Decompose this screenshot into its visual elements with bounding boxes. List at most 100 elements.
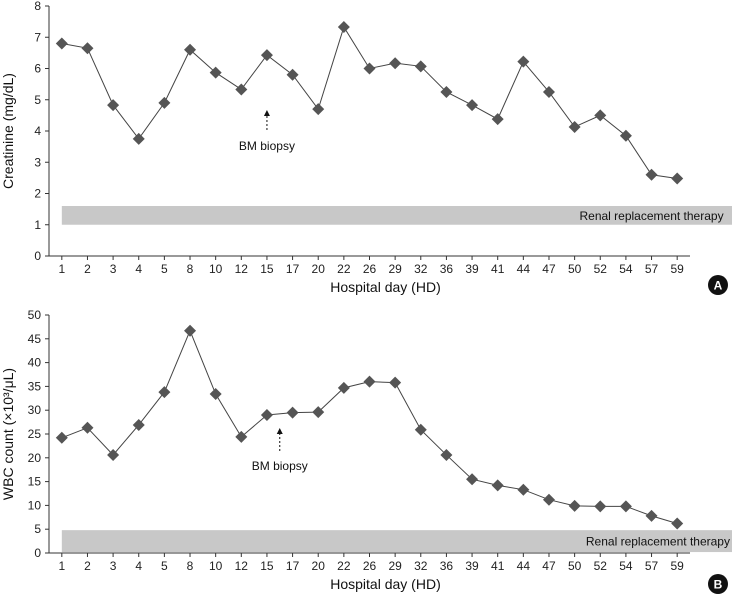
panel-a-data-point xyxy=(671,172,684,185)
panel-a-x-tick-label: 1 xyxy=(58,262,65,276)
panel-a-x-tick-label: 36 xyxy=(440,262,454,276)
panel-b-renal-replacement-therapy-bar-label: Renal replacement therapy xyxy=(586,535,730,549)
panel-a-y-tick-label: 3 xyxy=(34,155,41,169)
panel-b-data-point xyxy=(517,483,530,496)
panel-a-x-tick-label: 41 xyxy=(491,262,505,276)
panel-b-data-point xyxy=(312,406,325,419)
panel-a-x-tick-label: 5 xyxy=(161,262,168,276)
panel-b-renal-replacement-therapy-bar xyxy=(61,530,732,553)
panel-a-x-tick-label: 29 xyxy=(388,262,402,276)
panel-b-y-tick-label: 25 xyxy=(28,427,42,441)
panel-b-x-tick-label: 10 xyxy=(209,559,223,573)
panel-b-data-point xyxy=(55,431,68,444)
panel-b-y-tick-label: 0 xyxy=(34,546,41,560)
panel-a-data-point xyxy=(158,96,171,109)
panel-a-data-point xyxy=(491,113,504,126)
panel-b-x-tick-label: 12 xyxy=(235,559,249,573)
panel-a-data-point xyxy=(645,168,658,181)
panel-b-x-tick-label: 2 xyxy=(84,559,91,573)
panel-a-renal-replacement-therapy-bar-label: Renal replacement therapy xyxy=(579,209,723,223)
panel-a-x-tick-label: 44 xyxy=(517,262,531,276)
panel-b-x-tick-label: 41 xyxy=(491,559,505,573)
panel-a-x-tick-label: 12 xyxy=(235,262,249,276)
panel-b-data-point xyxy=(235,430,248,443)
panel-a-x-tick-label: 26 xyxy=(363,262,377,276)
panel-b-x-tick-label: 4 xyxy=(135,559,142,573)
panel-b-data-point xyxy=(158,386,171,399)
panel-b-x-tick-label: 5 xyxy=(161,559,168,573)
panel-b-data-point xyxy=(645,509,658,522)
panel-b-x-tick-label: 59 xyxy=(671,559,685,573)
panel-a-y-tick-label: 2 xyxy=(34,187,41,201)
panel-a-x-tick-label: 57 xyxy=(645,262,659,276)
panel-a-x-tick-label: 10 xyxy=(209,262,223,276)
panel-b-data-point xyxy=(542,493,555,506)
panel-b-data-point xyxy=(491,479,504,492)
panel-b-data-point xyxy=(260,408,273,421)
panel-b-x-tick-label: 17 xyxy=(286,559,300,573)
panel-b-data-point xyxy=(414,423,427,436)
panel-a-data-point xyxy=(209,66,222,79)
panel-a-bm-biopsy-label: BM biopsy xyxy=(239,139,295,153)
panel-a-data-point xyxy=(363,62,376,75)
panel-b-x-tick-label: 50 xyxy=(568,559,582,573)
panel-b-letter: B xyxy=(714,578,723,592)
panel-a-data-point xyxy=(107,99,120,112)
panel-b-data-point xyxy=(594,500,607,513)
panel-b-y-tick-label: 40 xyxy=(28,356,42,370)
panel-b-x-tick-label: 47 xyxy=(542,559,556,573)
panel-a-x-tick-label: 2 xyxy=(84,262,91,276)
panel-b-x-tick-label: 32 xyxy=(414,559,428,573)
panel-b-x-tick-label: 20 xyxy=(312,559,326,573)
panel-a-x-tick-label: 59 xyxy=(671,262,685,276)
panel-a-letter: A xyxy=(714,279,723,293)
panel-b-x-tick-label: 57 xyxy=(645,559,659,573)
panel-b-bm-biopsy-arrowhead xyxy=(276,428,283,434)
panel-b-x-tick-label: 1 xyxy=(58,559,65,573)
panel-b-data-point xyxy=(568,499,581,512)
panel-a-data-point xyxy=(286,68,299,81)
panel-b-x-tick-label: 22 xyxy=(337,559,351,573)
panel-b-data-point xyxy=(209,388,222,401)
panel-b-data-point xyxy=(619,500,632,513)
panel-b-data-point xyxy=(107,448,120,461)
panel-a-data-point xyxy=(81,42,94,55)
panel-b-x-tick-label: 15 xyxy=(260,559,274,573)
panel-a-x-tick-label: 22 xyxy=(337,262,351,276)
panel-a-x-tick-label: 52 xyxy=(594,262,608,276)
panel-b-x-tick-label: 44 xyxy=(517,559,531,573)
panel-a-x-tick-label: 3 xyxy=(110,262,117,276)
panel-b-y-tick-label: 5 xyxy=(34,522,41,536)
panel-a-data-point xyxy=(440,85,453,98)
panel-b-x-tick-label: 54 xyxy=(619,559,633,573)
panel-b-data-point xyxy=(184,324,197,337)
panel-b-x-tick-label: 52 xyxy=(594,559,608,573)
panel-a-renal-replacement-therapy-bar xyxy=(61,206,732,225)
panel-b-y-axis-title: WBC count (×10³/μL) xyxy=(0,368,16,500)
panel-a-data-point xyxy=(466,99,479,112)
panel-a-letter-badge xyxy=(708,275,728,295)
panel-a-series-line xyxy=(61,25,678,179)
panel-a-y-axis-title: Creatinine (mg/dL) xyxy=(0,73,16,189)
panel-a-x-tick-label: 47 xyxy=(542,262,556,276)
panel-b-y-tick-label: 30 xyxy=(28,403,42,417)
panel-b-y-tick-label: 10 xyxy=(28,498,42,512)
panel-a-data-point xyxy=(389,57,402,70)
panel-b-x-tick-label: 26 xyxy=(363,559,377,573)
panel-a-y-tick-label: 4 xyxy=(34,124,41,138)
panel-a-x-tick-label: 32 xyxy=(414,262,428,276)
panel-b-x-axis-title: Hospital day (HD) xyxy=(330,576,440,592)
panel-a-data-point xyxy=(55,37,68,50)
panel-b-data-point xyxy=(363,375,376,388)
panel-a-x-tick-label: 4 xyxy=(135,262,142,276)
panel-b-data-point xyxy=(132,418,145,431)
panel-b-y-tick-label: 20 xyxy=(28,451,42,465)
panel-a-x-tick-label: 8 xyxy=(187,262,194,276)
panel-b-data-point xyxy=(671,517,684,530)
panel-a-data-point xyxy=(312,103,325,116)
panel-b-series-line xyxy=(61,329,678,524)
panel-a-data-point xyxy=(568,120,581,133)
panel-b-x-tick-label: 29 xyxy=(388,559,402,573)
panel-a-data-point xyxy=(184,43,197,56)
